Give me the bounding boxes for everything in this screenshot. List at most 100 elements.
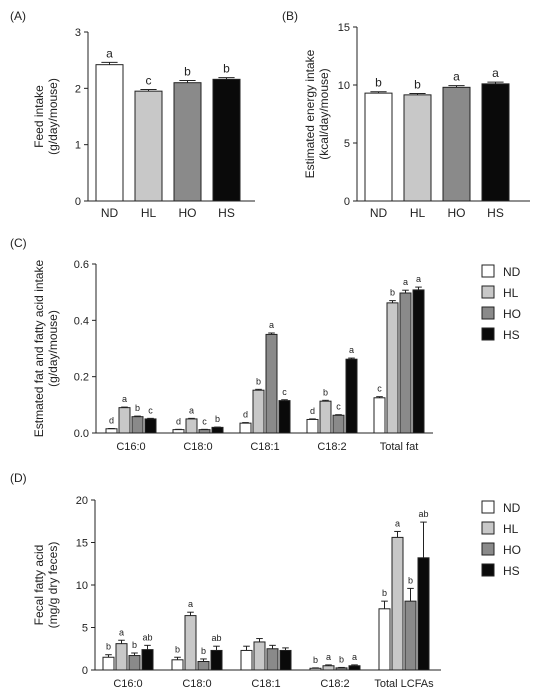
bar-ho [332, 414, 345, 434]
legend-swatch [481, 285, 495, 299]
significance-letter: b [390, 288, 395, 298]
bar-nd [364, 92, 393, 202]
bar-hl [253, 641, 266, 671]
bar-nd [306, 418, 319, 434]
bar-ho [173, 82, 202, 202]
y-tick-label: 0.2 [74, 372, 89, 384]
significance-letter: c [148, 405, 153, 415]
y-tick-label: 2 [75, 83, 81, 95]
bar-hs [212, 78, 241, 202]
panel-label: (B) [282, 9, 298, 23]
y-axis-label-line: (mg/g dry feces) [46, 542, 60, 629]
panel-d: (D) 0 5 10 15 20 Fecal fatty acid(mg/g dry fec… [10, 471, 521, 690]
x-tick-label: ND [101, 206, 119, 220]
x-tick-label: C16:0 [116, 441, 145, 453]
bar-ho [197, 661, 210, 671]
y-axis-label: Estmated fat and fatty acid intake(g/day… [32, 259, 60, 437]
y-axis-label-line: (kcal/day/mouse) [317, 68, 331, 159]
bar-hl [252, 389, 265, 434]
legend-swatch [481, 563, 495, 577]
bar-hs [345, 358, 358, 434]
significance-letter: ab [142, 632, 152, 642]
y-axis-label-line: Feed intake [32, 85, 46, 148]
y-axis-label: Feed intake(g/day/mouse) [32, 78, 60, 155]
legend-swatch [481, 542, 495, 556]
significance-letter: b [339, 654, 344, 664]
significance-letter: b [135, 403, 140, 413]
bar-hl [134, 90, 163, 202]
y-tick-label: 0 [344, 196, 350, 208]
y-tick-label: 0.6 [74, 259, 89, 271]
x-tick-label: Total LCFAs [374, 678, 434, 690]
significance-letter: b [408, 575, 413, 585]
y-axis-label: Estimated energy intake(kcal/day/mouse) [303, 49, 331, 178]
bar-hl [391, 536, 404, 671]
bar-hl [185, 418, 198, 434]
bar-hs [348, 665, 361, 671]
x-tick-label: C18:0 [182, 678, 211, 690]
significance-letter: b [201, 646, 206, 656]
bar-nd [378, 608, 391, 671]
y-tick-label: 5 [344, 138, 350, 150]
x-tick-label: HL [141, 206, 157, 220]
x-tick-label: C18:1 [251, 678, 280, 690]
y-tick-label: 15 [338, 22, 350, 34]
y-tick-label: 0.0 [74, 428, 89, 440]
significance-letter: b [414, 77, 421, 91]
bar-ho [404, 600, 417, 671]
bar-hs [144, 418, 157, 434]
panel-label: (A) [10, 9, 26, 23]
y-tick-label: 1 [75, 140, 81, 152]
significance-letter: a [403, 277, 408, 287]
bar-ho [128, 655, 141, 671]
bar-ho [265, 333, 278, 434]
legend-label: HO [503, 543, 521, 557]
bar-nd [239, 422, 252, 434]
significance-letter: ab [211, 633, 221, 643]
legend-swatch [481, 264, 495, 278]
legend-swatch [481, 521, 495, 535]
bar-nd [240, 649, 253, 671]
panel-c: (C) 0.0 0.2 0.4 0.6 Estmated fat and fatty ac… [10, 236, 521, 453]
significance-letter: b [215, 414, 220, 424]
y-tick-label: 10 [76, 580, 88, 592]
bar-nd [95, 64, 124, 202]
y-tick-label: 10 [338, 80, 350, 92]
legend-label: ND [503, 501, 521, 515]
bar-hl [118, 407, 131, 434]
x-tick-label: HO [448, 206, 466, 220]
significance-letter: a [349, 345, 354, 355]
significance-letter: a [269, 320, 274, 330]
significance-letter: d [109, 415, 114, 425]
significance-letter: b [382, 588, 387, 598]
bar-ho [131, 416, 144, 434]
bar-hs [211, 426, 224, 434]
bar-hl [403, 94, 432, 202]
significance-letter: b [375, 76, 382, 90]
bar-hs [481, 83, 510, 202]
y-tick-label: 0 [75, 196, 81, 208]
legend-label: HO [503, 307, 521, 321]
y-axis-label-line: Estimated energy intake [303, 49, 317, 178]
bar-ho [335, 667, 348, 671]
x-tick-label: HL [410, 206, 426, 220]
significance-letter: b [132, 640, 137, 650]
y-axis-label: Fecal fatty acid(mg/g dry feces) [32, 542, 60, 629]
x-tick-label: HS [218, 206, 235, 220]
significance-letter: a [122, 394, 127, 404]
bar-hs [141, 649, 154, 671]
bar-hs [412, 289, 425, 434]
y-tick-label: 15 [76, 538, 88, 550]
bar-ho [399, 292, 412, 434]
legend-label: HL [503, 522, 519, 536]
significance-letter: c [336, 402, 341, 412]
y-axis-label-line: Fecal fatty acid [32, 545, 46, 626]
bar-ho [198, 429, 211, 434]
significance-letter: ab [418, 509, 428, 519]
significance-letter: a [416, 274, 421, 284]
x-tick-label: HO [179, 206, 197, 220]
bar-nd [105, 428, 118, 434]
legend-label: HS [503, 564, 520, 578]
significance-letter: b [106, 642, 111, 652]
significance-letter: a [326, 652, 331, 662]
